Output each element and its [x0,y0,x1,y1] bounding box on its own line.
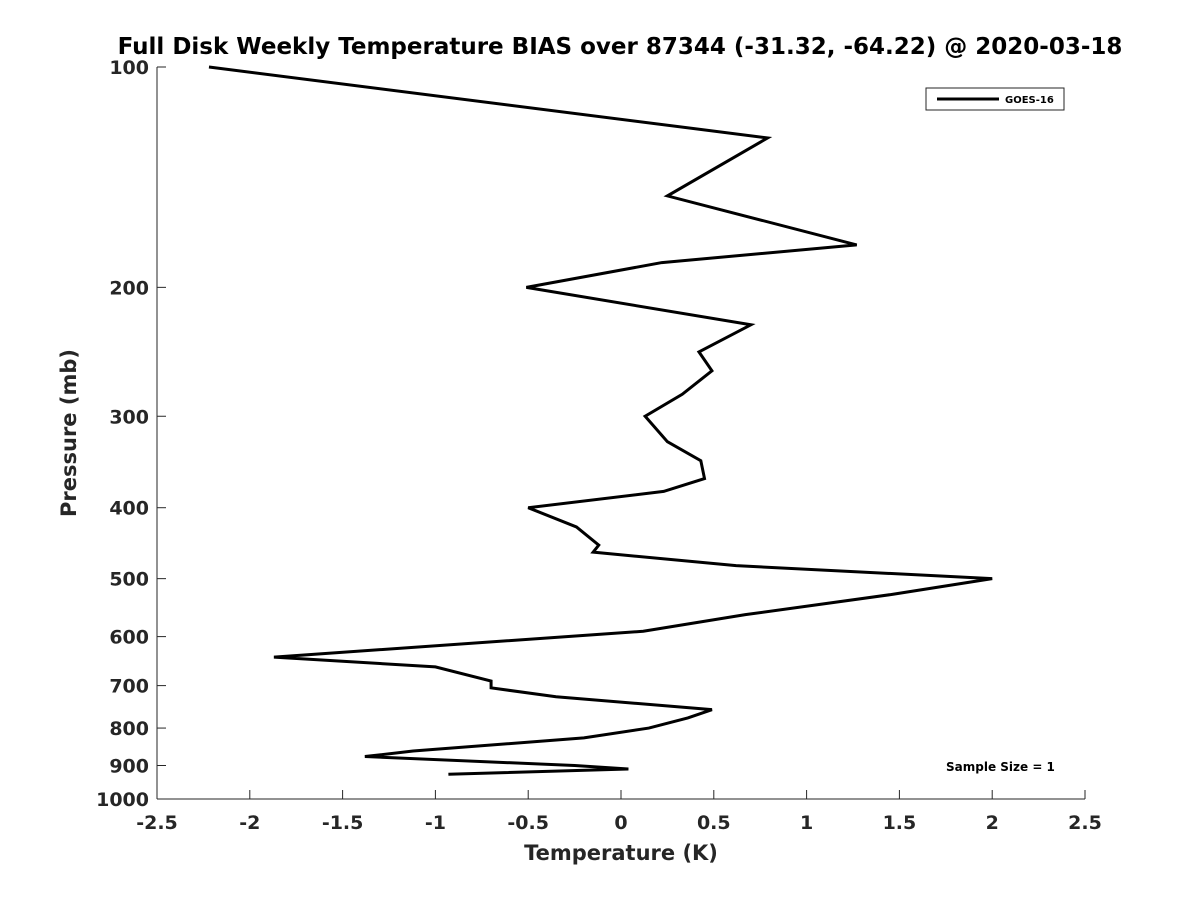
legend-label: GOES-16 [1005,95,1054,106]
x-tick-label: -2.5 [136,812,178,834]
x-tick-label: -1 [425,812,446,834]
y-tick-label: 300 [109,406,149,428]
x-ticks: -2.5 -2 -1.5 -1 -0.5 0 0.5 1 1.5 2 2.5 [136,790,1102,834]
x-tick-label: 0.5 [697,812,731,834]
y-tick-label: 1000 [96,789,149,811]
y-ticks: 100 200 300 400 500 600 700 800 900 1000 [96,57,166,811]
y-tick-label: 100 [109,57,149,79]
x-tick-label: 2 [986,812,999,834]
y-tick-label: 500 [109,569,149,591]
legend: GOES-16 [925,87,1065,111]
y-tick-label: 700 [109,676,149,698]
y-tick-label: 900 [109,756,149,778]
x-tick-label: -2 [239,812,260,834]
x-tick-label: -0.5 [507,812,549,834]
y-tick-label: 400 [109,498,149,520]
plot-area [157,67,1085,799]
y-axis-label: Pressure (mb) [57,349,81,517]
series-layer [208,65,993,776]
y-tick-label: 200 [109,277,149,299]
series-line-goes-16 [208,65,993,776]
y-tick-label: 600 [109,627,149,649]
chart-title: Full Disk Weekly Temperature BIAS over 8… [118,34,1123,60]
x-tick-label: 0 [614,812,627,834]
x-tick-label: 2.5 [1068,812,1102,834]
x-tick-label: 1.5 [883,812,917,834]
sample-size-annotation: Sample Size = 1 [946,760,1055,774]
x-tick-label: 1 [800,812,813,834]
x-axis-label: Temperature (K) [524,841,718,865]
y-tick-label: 800 [109,718,149,740]
x-tick-label: -1.5 [322,812,364,834]
